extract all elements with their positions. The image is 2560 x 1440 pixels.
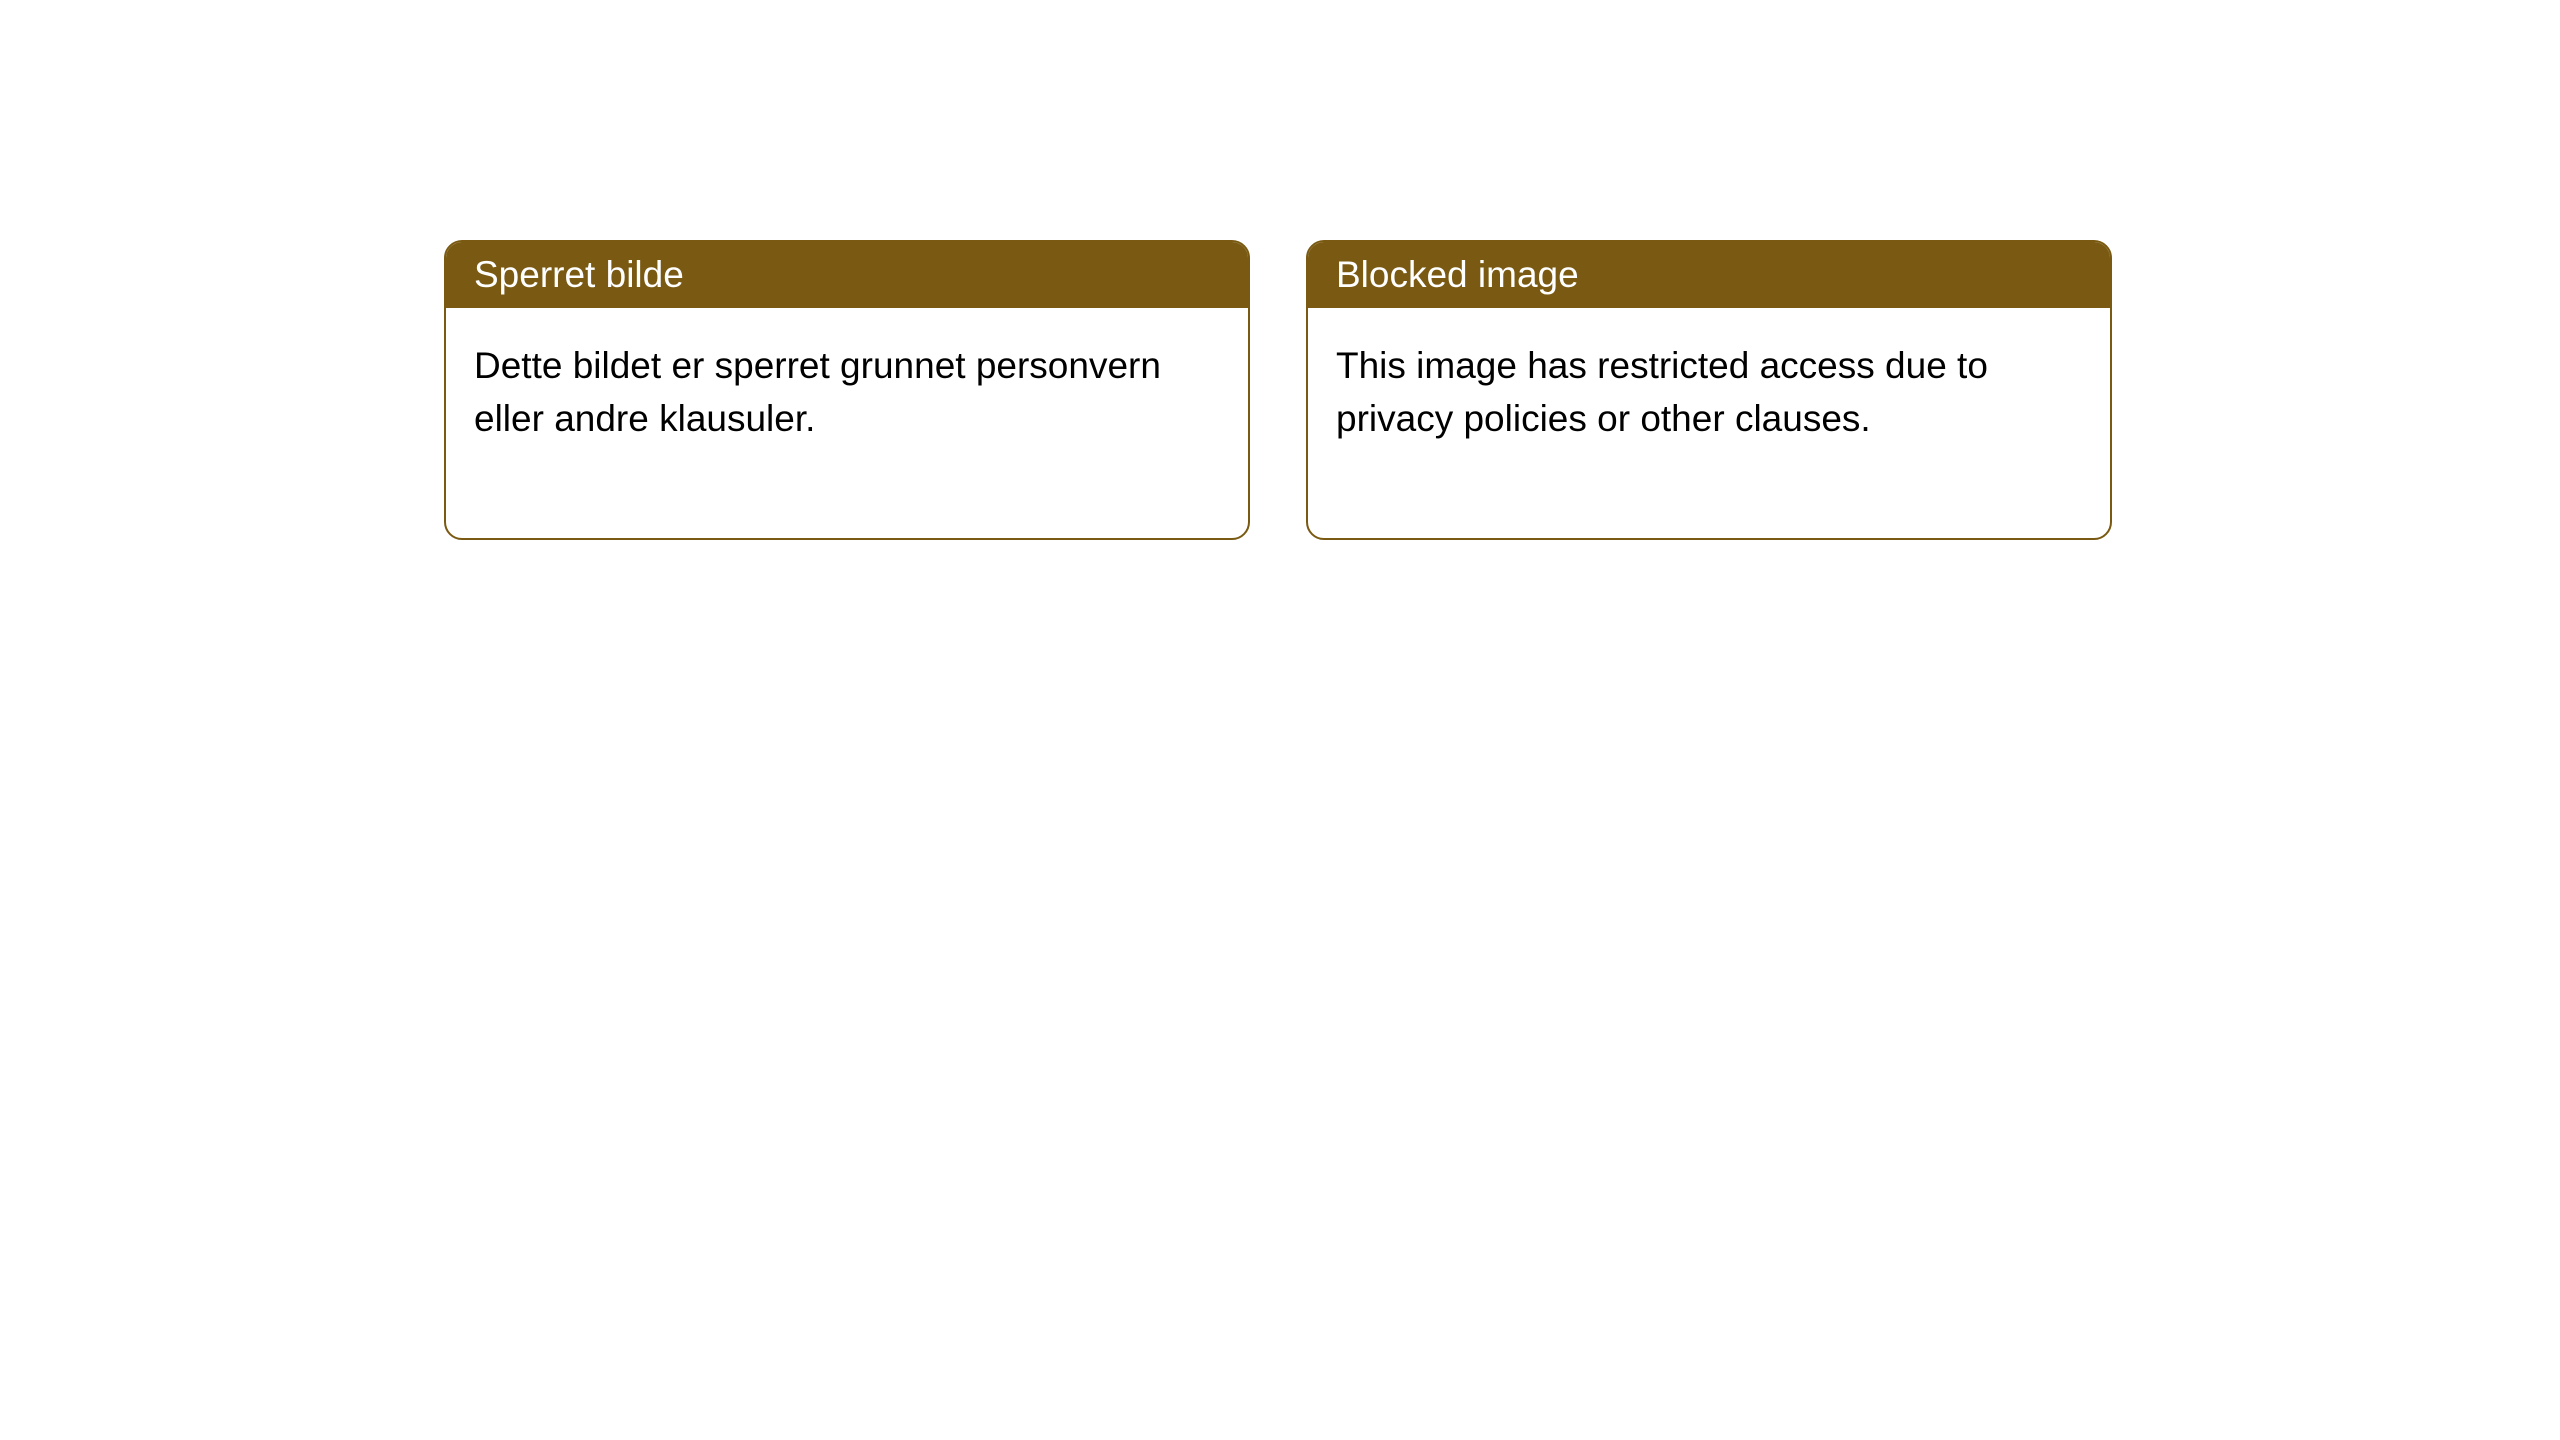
card-title-no: Sperret bilde <box>474 254 684 295</box>
card-header-en: Blocked image <box>1308 242 2110 308</box>
card-message-en: This image has restricted access due to … <box>1336 345 1988 439</box>
card-title-en: Blocked image <box>1336 254 1579 295</box>
card-message-no: Dette bildet er sperret grunnet personve… <box>474 345 1161 439</box>
card-body-no: Dette bildet er sperret grunnet personve… <box>446 308 1248 538</box>
card-header-no: Sperret bilde <box>446 242 1248 308</box>
blocked-image-card-en: Blocked image This image has restricted … <box>1306 240 2112 540</box>
notice-container: Sperret bilde Dette bildet er sperret gr… <box>444 240 2112 540</box>
blocked-image-card-no: Sperret bilde Dette bildet er sperret gr… <box>444 240 1250 540</box>
card-body-en: This image has restricted access due to … <box>1308 308 2110 538</box>
